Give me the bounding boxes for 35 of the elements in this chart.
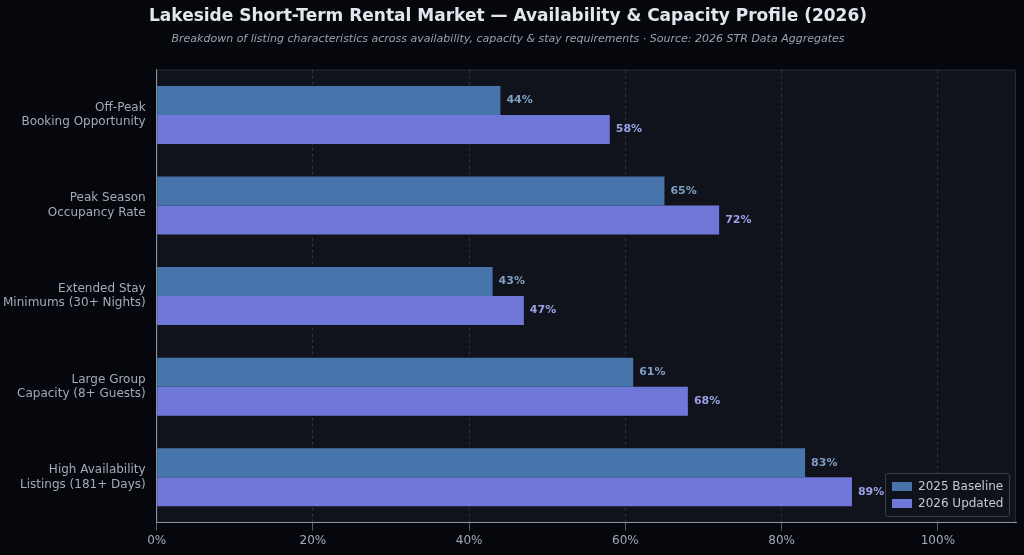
data-label: 65%	[670, 183, 697, 197]
data-label: 68%	[693, 394, 721, 408]
y-tick-label: Extended Stay Minimums (30+ Nights)	[3, 281, 146, 310]
x-tick-label: 40%	[455, 532, 483, 547]
bar	[157, 85, 501, 115]
x-tick-label: 60%	[612, 532, 639, 547]
bar	[157, 296, 524, 326]
data-label: 47%	[529, 303, 557, 317]
bar	[157, 267, 493, 297]
bar	[157, 357, 634, 387]
data-label: 89%	[857, 484, 885, 498]
data-label: 58%	[615, 122, 643, 136]
data-label: 72%	[725, 212, 752, 226]
x-tick-label: 20%	[299, 532, 327, 547]
y-tick-label: Large Group Capacity (8+ Guests)	[17, 371, 146, 401]
chart-title: Lakeside Short-Term Rental Market — Availability & Capacity Profile (2026)	[148, 4, 868, 25]
data-label: 44%	[506, 93, 533, 107]
legend-label: 2025 Baseline	[918, 477, 1004, 495]
x-tick-label: 100%	[920, 532, 956, 547]
bar	[157, 176, 665, 206]
data-label: 43%	[498, 274, 525, 288]
y-tick-label: High Availability Listings (181+ Days)	[19, 462, 146, 491]
x-tick-label: 0%	[147, 532, 167, 547]
data-label: 61%	[639, 365, 666, 379]
bar	[157, 386, 688, 416]
x-tick-label: 80%	[768, 532, 795, 547]
data-label: 83%	[811, 455, 838, 469]
chart-subtitle: Breakdown of listing characteristics across availability, capacity & stay requirements · Source: 2026 STR Data Aggregates	[171, 31, 845, 45]
bar	[157, 205, 720, 235]
bar	[157, 477, 852, 507]
legend-label: 2026 Updated	[918, 494, 1004, 512]
y-tick-label: Off-Peak Booking Opportunity	[21, 99, 146, 129]
y-tick-label: Peak Season Occupancy Rate	[47, 190, 146, 219]
bar	[157, 448, 806, 478]
bar	[157, 114, 610, 144]
